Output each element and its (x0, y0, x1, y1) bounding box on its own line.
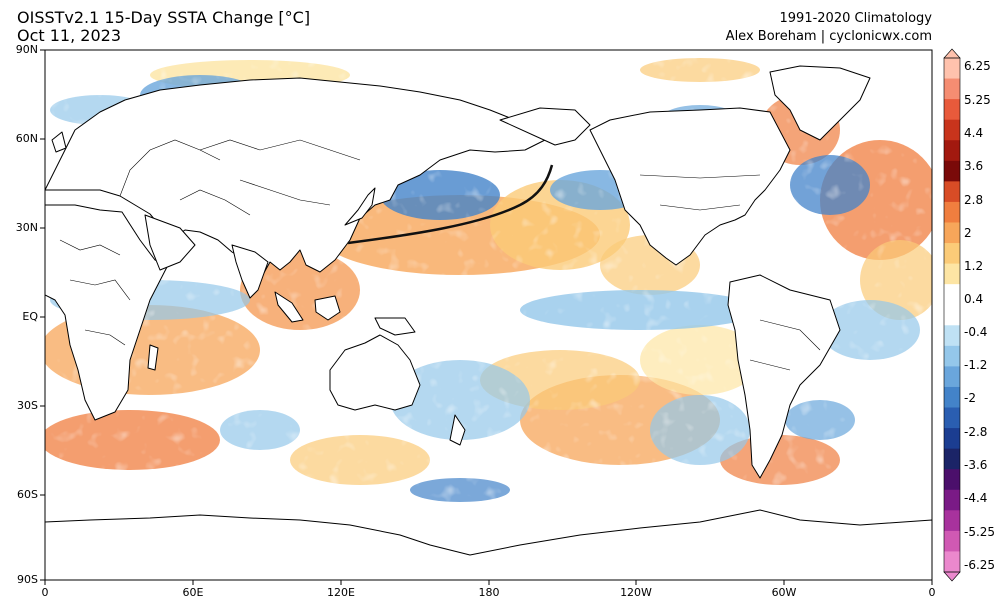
colorbar-swatch (944, 407, 960, 429)
colorbar-swatch (944, 489, 960, 511)
map-title: OISSTv2.1 15-Day SSTA Change [°C] (17, 8, 311, 27)
colorbar-label: 1.2 (964, 259, 984, 273)
colorbar-label: -3.6 (964, 458, 988, 472)
colorbar-label: 3.6 (964, 159, 984, 173)
lat-label: 90N (15, 43, 38, 56)
new-guinea-island (374, 317, 416, 336)
colorbar-swatch (944, 325, 960, 347)
colorbar-swatch (944, 119, 960, 141)
lat-label: 60N (15, 132, 38, 145)
japan-islands (344, 187, 376, 226)
colorbar-swatch (944, 428, 960, 450)
colorbar-swatch (944, 58, 960, 80)
colorbar-swatch (944, 345, 960, 367)
australia-landmass (329, 334, 421, 411)
lat-label: 30S (17, 399, 38, 412)
colorbar-label: -4.4 (964, 491, 988, 505)
colorbar-swatch (944, 160, 960, 182)
colorbar-swatch (944, 510, 960, 532)
colorbar-label: 2.8 (964, 193, 984, 207)
colorbar-label: -5.25 (964, 525, 996, 539)
map-plot-area (45, 50, 932, 580)
sumatra-island (274, 291, 304, 323)
south-america-landmass (727, 274, 841, 479)
author-credit: Alex Boreham | cyclonicwx.com (725, 29, 932, 44)
colorbar-swatch (944, 222, 960, 244)
colorbar-swatch (944, 78, 960, 100)
alaska-landmass (499, 107, 591, 146)
colorbar-swatch (944, 366, 960, 388)
colorbar-swatch (944, 140, 960, 162)
map-date: Oct 11, 2023 (17, 26, 121, 45)
colorbar-swatch (944, 243, 960, 265)
arabia-landmass (144, 214, 196, 271)
lon-label: 0 (928, 586, 936, 599)
madagascar-island (147, 344, 159, 371)
lon-label: 60W (771, 586, 797, 599)
colorbar-label: 5.25 (964, 93, 991, 107)
colorbar-label: 2 (964, 226, 972, 240)
colorbar-label: -2 (964, 391, 976, 405)
colorbar-swatch (944, 304, 960, 326)
colorbar-top-extend (943, 48, 961, 59)
colorbar-swatch (944, 284, 960, 306)
new-zealand-islands (449, 414, 466, 446)
colorbar-frame (943, 57, 961, 573)
colorbar-swatch (944, 99, 960, 121)
lon-label: 0 (41, 586, 49, 599)
axis-ticks (40, 49, 933, 585)
colorbar-swatch (944, 530, 960, 552)
lon-label: 120E (327, 586, 355, 599)
colorbar-swatch (944, 263, 960, 285)
colorbar-swatch (944, 551, 960, 573)
north-america-landmass (589, 107, 791, 266)
colorbar-swatch (944, 181, 960, 203)
colorbar-bottom-extend (943, 571, 961, 582)
colorbar-label: 0.4 (964, 292, 984, 306)
colorbar-label: 4.4 (964, 126, 984, 140)
colorbar-swatch (944, 386, 960, 409)
greenland-landmass (769, 65, 871, 141)
lat-label: 90S (17, 573, 38, 586)
colorbar-label: -0.4 (964, 325, 988, 339)
borneo-island (314, 295, 341, 321)
land-masses (45, 65, 932, 580)
colorbar-swatch (944, 201, 960, 223)
lat-label: 30N (15, 221, 38, 234)
africa-landmass (45, 204, 169, 421)
india-landmass (231, 244, 269, 299)
colorbar-label: -1.2 (964, 358, 988, 372)
colorbar (943, 48, 961, 582)
lon-label: 120W (620, 586, 652, 599)
annotation-curve (347, 164, 554, 245)
climatology-label: 1991-2020 Climatology (779, 11, 932, 26)
colorbar-label: -2.8 (964, 425, 988, 439)
colorbar-swatch (944, 448, 960, 470)
lon-label: 180 (478, 586, 500, 599)
lat-label: 60S (17, 488, 38, 501)
antarctica-landmass (45, 509, 932, 580)
uk-islands (51, 131, 67, 153)
lat-label: EQ (22, 310, 38, 323)
colorbar-label: -6.25 (964, 558, 996, 572)
colorbar-swatch (944, 469, 960, 491)
country-borders (59, 139, 821, 371)
lon-label: 60E (182, 586, 204, 599)
colorbar-label: 6.25 (964, 59, 991, 73)
